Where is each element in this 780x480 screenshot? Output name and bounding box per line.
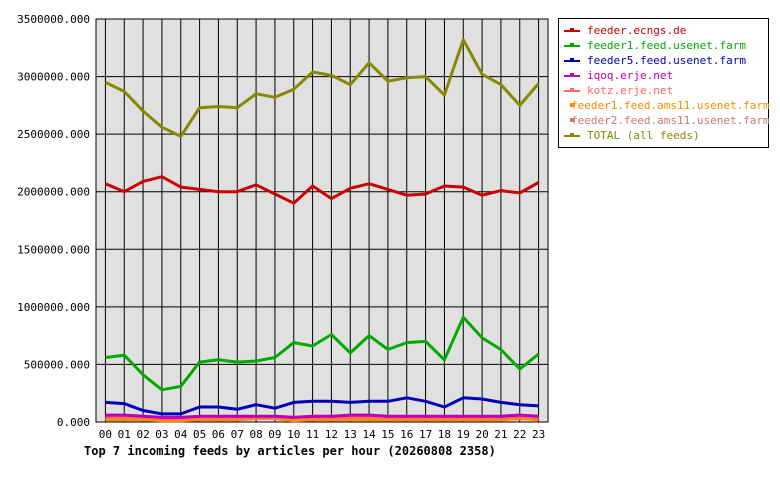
series-line-feeder-ecngs-de [104,175,540,205]
legend-label: kotz.erje.net [587,84,674,97]
x-tick-label: 09 [268,428,281,441]
legend-swatch [564,42,580,47]
legend-label: feeder2.feed.ams11.usenet.farm [571,114,770,127]
legend-item: TOTAL (all feeds) [559,128,768,143]
legend-label: feeder5.feed.usenet.farm [587,54,746,67]
grid-lines [96,18,548,423]
y-tick-label: 2500000.000 [17,128,90,141]
y-axis: 0.000 500000.000 1000000.000 1500000.000 200… [17,13,90,429]
x-tick-label: 13 [344,428,357,441]
series-line-feeder5-feed-usenet-farm [105,396,539,416]
legend-swatch [564,57,580,62]
legend-item: feeder1.feed.ams11.usenet.farm [559,98,770,113]
y-tick-label: 500000.000 [24,358,90,371]
x-tick-label: 16 [400,428,413,441]
legend-swatch [564,132,580,137]
series-line-feeder1-feed-usenet-farm [105,315,540,392]
series-lines [104,38,540,423]
chart-title: Top 7 incoming feeds by articles per hou… [84,444,496,458]
legend-item: feeder2.feed.ams11.usenet.farm [559,113,770,128]
x-tick-label: 08 [249,428,262,441]
legend-item: kotz.erje.net [559,83,768,98]
x-tick-label: 02 [136,428,149,441]
x-tick-label: 05 [193,428,206,441]
legend-swatch [564,87,580,92]
legend-label: feeder1.feed.usenet.farm [587,39,746,52]
x-tick-label: 11 [306,428,319,441]
legend-item: feeder1.feed.usenet.farm [559,38,768,53]
x-tick-label: 04 [174,428,188,441]
x-tick-label: 18 [438,428,451,441]
x-tick-label: 06 [212,428,225,441]
legend-item: feeder5.feed.usenet.farm [559,53,768,68]
legend-item: iqoq.erje.net [559,68,768,83]
legend: feeder.ecngs.de feeder1.feed.usenet.farm f… [558,18,770,148]
legend-swatch [564,72,580,77]
x-tick-label: 19 [457,428,470,441]
y-tick-label: 1000000.000 [17,301,90,314]
x-tick-label: 15 [381,428,394,441]
x-tick-label: 07 [231,428,244,441]
x-tick-label: 23 [532,428,545,441]
x-tick-label: 03 [155,428,168,441]
legend-label: feeder.ecngs.de [587,24,687,37]
legend-label: feeder1.feed.ams11.usenet.farm [571,99,770,112]
series-line-iqoq-erje-net [105,413,539,419]
y-tick-label: 3000000.000 [17,71,90,84]
series-line-total-all-feeds- [104,38,540,138]
x-tick-label: 01 [118,428,131,441]
plot-area [95,18,549,423]
legend-label: iqoq.erje.net [587,69,674,82]
x-tick-label: 22 [513,428,526,441]
y-tick-label: 0.000 [57,416,90,429]
y-tick-label: 3500000.000 [17,13,90,26]
x-tick-label: 10 [287,428,300,441]
x-tick-label: 21 [494,428,507,441]
series-line-feeder1-feed-ams11-usenet-farm [105,417,539,423]
x-tick-label: 00 [99,428,112,441]
y-tick-label: 1500000.000 [17,243,90,256]
x-tick-label: 20 [475,428,488,441]
x-tick-label: 14 [362,428,376,441]
legend-item: feeder.ecngs.de [559,23,768,38]
legend-swatch [564,27,580,32]
x-tick-label: 17 [419,428,432,441]
y-tick-label: 2000000.000 [17,186,90,199]
x-axis: 00 01 02 03 04 05 06 07 08 09 10 11 12 13 14 15 16 17 18 19… [99,428,545,441]
legend-label: TOTAL (all feeds) [587,129,700,142]
x-tick-label: 12 [325,428,338,441]
